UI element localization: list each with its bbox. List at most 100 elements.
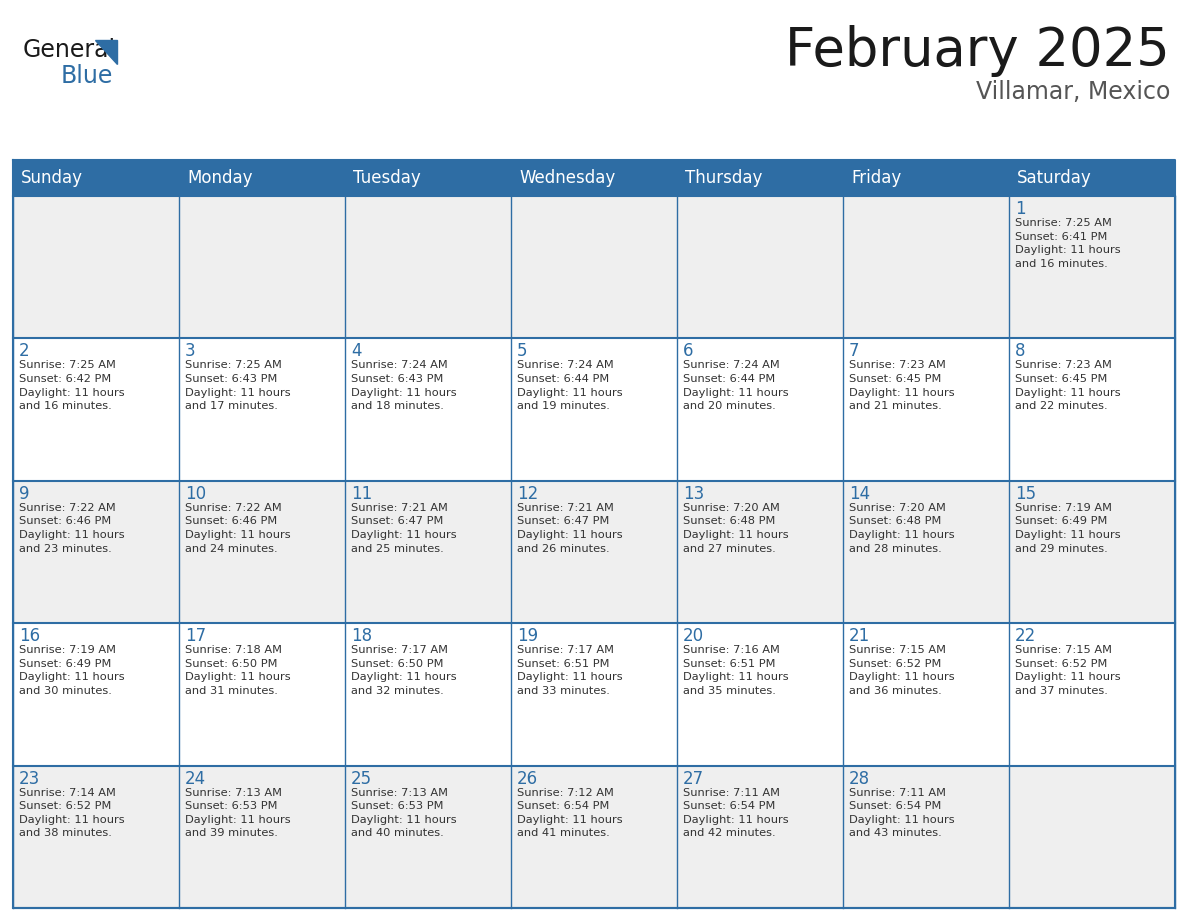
Text: Sunrise: 7:20 AM
Sunset: 6:48 PM
Daylight: 11 hours
and 28 minutes.: Sunrise: 7:20 AM Sunset: 6:48 PM Dayligh… xyxy=(849,503,955,554)
Text: 27: 27 xyxy=(683,769,704,788)
Text: Sunrise: 7:17 AM
Sunset: 6:51 PM
Daylight: 11 hours
and 33 minutes.: Sunrise: 7:17 AM Sunset: 6:51 PM Dayligh… xyxy=(517,645,623,696)
Text: Wednesday: Wednesday xyxy=(519,169,615,187)
Text: Sunrise: 7:24 AM
Sunset: 6:43 PM
Daylight: 11 hours
and 18 minutes.: Sunrise: 7:24 AM Sunset: 6:43 PM Dayligh… xyxy=(350,361,456,411)
Bar xyxy=(843,481,1009,623)
Text: General: General xyxy=(23,38,116,62)
Text: February 2025: February 2025 xyxy=(785,25,1170,77)
Text: 15: 15 xyxy=(1015,485,1036,503)
Text: Sunrise: 7:25 AM
Sunset: 6:42 PM
Daylight: 11 hours
and 16 minutes.: Sunrise: 7:25 AM Sunset: 6:42 PM Dayligh… xyxy=(19,361,125,411)
Text: 24: 24 xyxy=(185,769,207,788)
Bar xyxy=(13,481,179,623)
Bar xyxy=(1009,623,1175,766)
Text: 25: 25 xyxy=(350,769,372,788)
Text: Sunday: Sunday xyxy=(21,169,83,187)
Bar xyxy=(1009,766,1175,908)
Text: Sunrise: 7:11 AM
Sunset: 6:54 PM
Daylight: 11 hours
and 43 minutes.: Sunrise: 7:11 AM Sunset: 6:54 PM Dayligh… xyxy=(849,788,955,838)
Text: Sunrise: 7:21 AM
Sunset: 6:47 PM
Daylight: 11 hours
and 25 minutes.: Sunrise: 7:21 AM Sunset: 6:47 PM Dayligh… xyxy=(350,503,456,554)
Text: 17: 17 xyxy=(185,627,207,645)
Bar xyxy=(511,766,677,908)
Text: Sunrise: 7:13 AM
Sunset: 6:53 PM
Daylight: 11 hours
and 39 minutes.: Sunrise: 7:13 AM Sunset: 6:53 PM Dayligh… xyxy=(185,788,291,838)
Bar xyxy=(677,339,843,481)
Text: Sunrise: 7:24 AM
Sunset: 6:44 PM
Daylight: 11 hours
and 19 minutes.: Sunrise: 7:24 AM Sunset: 6:44 PM Dayligh… xyxy=(517,361,623,411)
Text: Sunrise: 7:12 AM
Sunset: 6:54 PM
Daylight: 11 hours
and 41 minutes.: Sunrise: 7:12 AM Sunset: 6:54 PM Dayligh… xyxy=(517,788,623,838)
Bar xyxy=(1009,339,1175,481)
Text: 14: 14 xyxy=(849,485,870,503)
Bar xyxy=(13,196,179,339)
Text: Sunrise: 7:25 AM
Sunset: 6:41 PM
Daylight: 11 hours
and 16 minutes.: Sunrise: 7:25 AM Sunset: 6:41 PM Dayligh… xyxy=(1015,218,1120,269)
Text: Sunrise: 7:16 AM
Sunset: 6:51 PM
Daylight: 11 hours
and 35 minutes.: Sunrise: 7:16 AM Sunset: 6:51 PM Dayligh… xyxy=(683,645,789,696)
Text: 2: 2 xyxy=(19,342,30,361)
Text: 22: 22 xyxy=(1015,627,1036,645)
Text: 16: 16 xyxy=(19,627,40,645)
Text: 4: 4 xyxy=(350,342,361,361)
Text: 28: 28 xyxy=(849,769,870,788)
Bar xyxy=(677,196,843,339)
Text: 7: 7 xyxy=(849,342,859,361)
Text: Sunrise: 7:17 AM
Sunset: 6:50 PM
Daylight: 11 hours
and 32 minutes.: Sunrise: 7:17 AM Sunset: 6:50 PM Dayligh… xyxy=(350,645,456,696)
Bar xyxy=(677,766,843,908)
Text: 21: 21 xyxy=(849,627,871,645)
Text: Sunrise: 7:15 AM
Sunset: 6:52 PM
Daylight: 11 hours
and 37 minutes.: Sunrise: 7:15 AM Sunset: 6:52 PM Dayligh… xyxy=(1015,645,1120,696)
Bar xyxy=(843,766,1009,908)
Bar xyxy=(511,196,677,339)
Text: Sunrise: 7:21 AM
Sunset: 6:47 PM
Daylight: 11 hours
and 26 minutes.: Sunrise: 7:21 AM Sunset: 6:47 PM Dayligh… xyxy=(517,503,623,554)
Bar xyxy=(345,481,511,623)
Text: Tuesday: Tuesday xyxy=(353,169,421,187)
Text: Sunrise: 7:24 AM
Sunset: 6:44 PM
Daylight: 11 hours
and 20 minutes.: Sunrise: 7:24 AM Sunset: 6:44 PM Dayligh… xyxy=(683,361,789,411)
Bar xyxy=(345,196,511,339)
Text: Sunrise: 7:22 AM
Sunset: 6:46 PM
Daylight: 11 hours
and 24 minutes.: Sunrise: 7:22 AM Sunset: 6:46 PM Dayligh… xyxy=(185,503,291,554)
Text: Monday: Monday xyxy=(187,169,253,187)
Bar xyxy=(511,339,677,481)
Text: Sunrise: 7:11 AM
Sunset: 6:54 PM
Daylight: 11 hours
and 42 minutes.: Sunrise: 7:11 AM Sunset: 6:54 PM Dayligh… xyxy=(683,788,789,838)
Bar xyxy=(13,766,179,908)
Bar xyxy=(345,623,511,766)
Text: 20: 20 xyxy=(683,627,704,645)
Text: Sunrise: 7:22 AM
Sunset: 6:46 PM
Daylight: 11 hours
and 23 minutes.: Sunrise: 7:22 AM Sunset: 6:46 PM Dayligh… xyxy=(19,503,125,554)
Bar xyxy=(13,339,179,481)
Text: 13: 13 xyxy=(683,485,704,503)
Text: Sunrise: 7:19 AM
Sunset: 6:49 PM
Daylight: 11 hours
and 30 minutes.: Sunrise: 7:19 AM Sunset: 6:49 PM Dayligh… xyxy=(19,645,125,696)
Text: 1: 1 xyxy=(1015,200,1025,218)
Text: 9: 9 xyxy=(19,485,30,503)
Text: Sunrise: 7:23 AM
Sunset: 6:45 PM
Daylight: 11 hours
and 21 minutes.: Sunrise: 7:23 AM Sunset: 6:45 PM Dayligh… xyxy=(849,361,955,411)
Text: 26: 26 xyxy=(517,769,538,788)
Bar xyxy=(179,623,345,766)
Text: 5: 5 xyxy=(517,342,527,361)
Bar xyxy=(843,623,1009,766)
Text: 12: 12 xyxy=(517,485,538,503)
Bar xyxy=(511,481,677,623)
Bar xyxy=(677,481,843,623)
Bar xyxy=(1009,481,1175,623)
Text: 11: 11 xyxy=(350,485,372,503)
Polygon shape xyxy=(95,40,116,64)
Text: 3: 3 xyxy=(185,342,196,361)
Bar xyxy=(179,339,345,481)
Text: Villamar, Mexico: Villamar, Mexico xyxy=(975,80,1170,104)
Bar xyxy=(843,339,1009,481)
Text: Friday: Friday xyxy=(851,169,902,187)
Text: Sunrise: 7:25 AM
Sunset: 6:43 PM
Daylight: 11 hours
and 17 minutes.: Sunrise: 7:25 AM Sunset: 6:43 PM Dayligh… xyxy=(185,361,291,411)
Bar xyxy=(1009,196,1175,339)
Bar xyxy=(13,160,1175,196)
Text: Sunrise: 7:19 AM
Sunset: 6:49 PM
Daylight: 11 hours
and 29 minutes.: Sunrise: 7:19 AM Sunset: 6:49 PM Dayligh… xyxy=(1015,503,1120,554)
Bar xyxy=(179,481,345,623)
Bar xyxy=(511,623,677,766)
Text: Sunrise: 7:14 AM
Sunset: 6:52 PM
Daylight: 11 hours
and 38 minutes.: Sunrise: 7:14 AM Sunset: 6:52 PM Dayligh… xyxy=(19,788,125,838)
Bar xyxy=(677,623,843,766)
Text: Sunrise: 7:18 AM
Sunset: 6:50 PM
Daylight: 11 hours
and 31 minutes.: Sunrise: 7:18 AM Sunset: 6:50 PM Dayligh… xyxy=(185,645,291,696)
Bar xyxy=(13,623,179,766)
Bar xyxy=(345,339,511,481)
Text: Thursday: Thursday xyxy=(685,169,763,187)
Text: 18: 18 xyxy=(350,627,372,645)
Bar xyxy=(345,766,511,908)
Bar xyxy=(179,196,345,339)
Text: 23: 23 xyxy=(19,769,40,788)
Text: 10: 10 xyxy=(185,485,207,503)
Bar xyxy=(843,196,1009,339)
Text: Blue: Blue xyxy=(61,64,113,88)
Text: Saturday: Saturday xyxy=(1017,169,1092,187)
Bar xyxy=(179,766,345,908)
Text: Sunrise: 7:23 AM
Sunset: 6:45 PM
Daylight: 11 hours
and 22 minutes.: Sunrise: 7:23 AM Sunset: 6:45 PM Dayligh… xyxy=(1015,361,1120,411)
Text: Sunrise: 7:15 AM
Sunset: 6:52 PM
Daylight: 11 hours
and 36 minutes.: Sunrise: 7:15 AM Sunset: 6:52 PM Dayligh… xyxy=(849,645,955,696)
Text: Sunrise: 7:20 AM
Sunset: 6:48 PM
Daylight: 11 hours
and 27 minutes.: Sunrise: 7:20 AM Sunset: 6:48 PM Dayligh… xyxy=(683,503,789,554)
